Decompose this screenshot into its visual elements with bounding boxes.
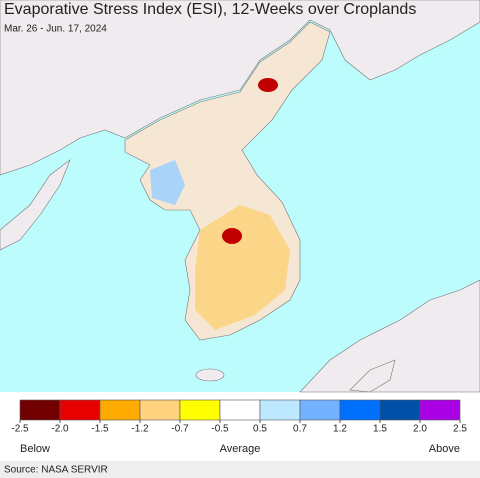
west-wet bbox=[150, 160, 185, 205]
legend-swatch bbox=[339, 399, 381, 421]
hotspot bbox=[258, 78, 278, 92]
mainland bbox=[0, 0, 480, 176]
legend-swatch bbox=[259, 399, 301, 421]
legend-swatch bbox=[179, 399, 221, 421]
legend-tick-label: -0.5 bbox=[211, 424, 229, 435]
source-bar bbox=[0, 461, 480, 478]
south-korea-dry bbox=[195, 205, 290, 330]
legend-tick-label: 1.5 bbox=[373, 424, 387, 435]
legend-swatch bbox=[19, 399, 61, 421]
legend-swatch bbox=[299, 399, 341, 421]
legend-tick-label: 0.7 bbox=[293, 424, 307, 435]
legend-tick-label: -0.7 bbox=[171, 424, 189, 435]
hotspot bbox=[222, 228, 242, 244]
legend-tick-label: 2.0 bbox=[413, 424, 427, 435]
legend-swatch bbox=[139, 399, 181, 421]
title: Evaporative Stress Index (ESI), 12-Weeks… bbox=[4, 1, 416, 18]
legend-tick-label: -1.2 bbox=[131, 424, 149, 435]
legend-swatch bbox=[419, 399, 461, 421]
legend-swatch bbox=[59, 399, 101, 421]
subtitle: Mar. 26 - Jun. 17, 2024 bbox=[4, 24, 107, 35]
legend-tick-label: 0.5 bbox=[253, 424, 267, 435]
japan bbox=[299, 279, 480, 393]
legend-label: Below bbox=[20, 443, 50, 455]
legend-tick-label: -1.5 bbox=[91, 424, 109, 435]
legend-swatch bbox=[219, 399, 261, 421]
legend-swatch bbox=[99, 399, 141, 421]
jeju bbox=[195, 368, 225, 382]
map bbox=[0, 0, 480, 393]
source: Source: NASA SERVIR bbox=[4, 465, 108, 476]
legend-tick-label: 1.2 bbox=[333, 424, 347, 435]
shandong bbox=[0, 159, 71, 251]
legend-tick-label: -2.5 bbox=[11, 424, 29, 435]
legend: -2.5 -2.0 -1.5 -1.2 -0.7 -0.5 0.5 0.7 1.2 1.5 2.0 2… bbox=[11, 399, 467, 455]
legend-label: Above bbox=[429, 443, 460, 455]
kyushu bbox=[349, 359, 396, 393]
legend-tick-label: -2.0 bbox=[51, 424, 69, 435]
legend-label: Average bbox=[220, 443, 261, 455]
legend-swatch bbox=[379, 399, 421, 421]
legend-tick-label: 2.5 bbox=[453, 424, 467, 435]
